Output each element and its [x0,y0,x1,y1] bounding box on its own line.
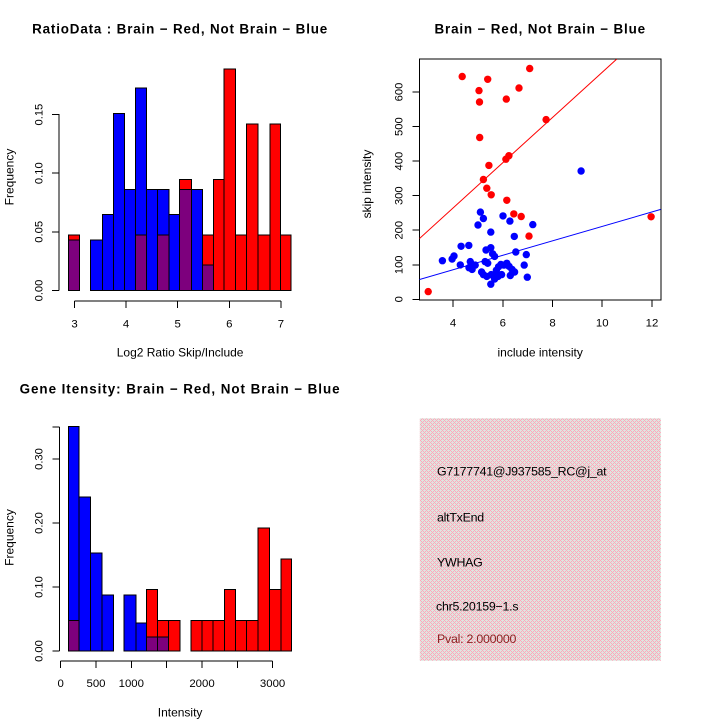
svg-text:include intensity: include intensity [498,346,583,360]
svg-text:Intensity: Intensity [158,706,203,720]
svg-text:Log2 Ratio Skip/Include: Log2 Ratio Skip/Include [117,346,244,360]
svg-text:200: 200 [393,221,405,240]
svg-text:0.20: 0.20 [34,512,46,534]
svg-text:0.05: 0.05 [33,221,45,243]
svg-text:8: 8 [549,318,555,330]
svg-text:500: 500 [393,117,405,136]
svg-text:6: 6 [226,318,232,330]
svg-text:Brain − Red, Not Brain − Blue: Brain − Red, Not Brain − Blue [434,22,645,37]
svg-text:1000: 1000 [119,678,144,690]
svg-text:Gene Itensity: Brain − Red, No: Gene Itensity: Brain − Red, Not Brain − … [20,382,341,397]
svg-text:Frequency: Frequency [3,149,17,206]
svg-text:0.15: 0.15 [33,104,45,126]
svg-text:5: 5 [175,318,181,330]
svg-text:altTxEnd: altTxEnd [437,511,484,525]
svg-text:0.00: 0.00 [34,640,46,662]
svg-text:0: 0 [58,678,64,690]
svg-text:0.10: 0.10 [33,162,45,184]
svg-text:10: 10 [596,318,609,330]
svg-text:Frequency: Frequency [3,509,17,566]
svg-text:0.00: 0.00 [33,280,45,302]
svg-text:500: 500 [86,678,105,690]
svg-text:400: 400 [393,152,405,171]
svg-text:3: 3 [71,318,77,330]
svg-text:0: 0 [393,296,405,302]
svg-text:chr5.20159−1.s: chr5.20159−1.s [436,599,518,613]
svg-text:0.10: 0.10 [34,576,46,598]
svg-text:7: 7 [278,318,284,330]
svg-text:300: 300 [393,186,405,205]
svg-text:Pval: 2.000000: Pval: 2.000000 [437,632,517,646]
svg-text:4: 4 [450,318,456,330]
svg-text:2000: 2000 [189,678,214,690]
svg-text:4: 4 [123,318,129,330]
svg-text:12: 12 [646,318,659,330]
svg-text:100: 100 [393,255,405,274]
svg-text:600: 600 [393,83,405,102]
svg-text:YWHAG: YWHAG [437,556,483,570]
svg-text:3000: 3000 [260,678,285,690]
svg-text:RatioData : Brain − Red, Not B: RatioData : Brain − Red, Not Brain − Blu… [32,22,328,37]
svg-text:skip intensity: skip intensity [360,150,374,219]
svg-text:0.30: 0.30 [34,448,46,470]
svg-text:G7177741@J937585_RC@j_at: G7177741@J937585_RC@j_at [437,464,607,478]
svg-text:6: 6 [500,318,506,330]
